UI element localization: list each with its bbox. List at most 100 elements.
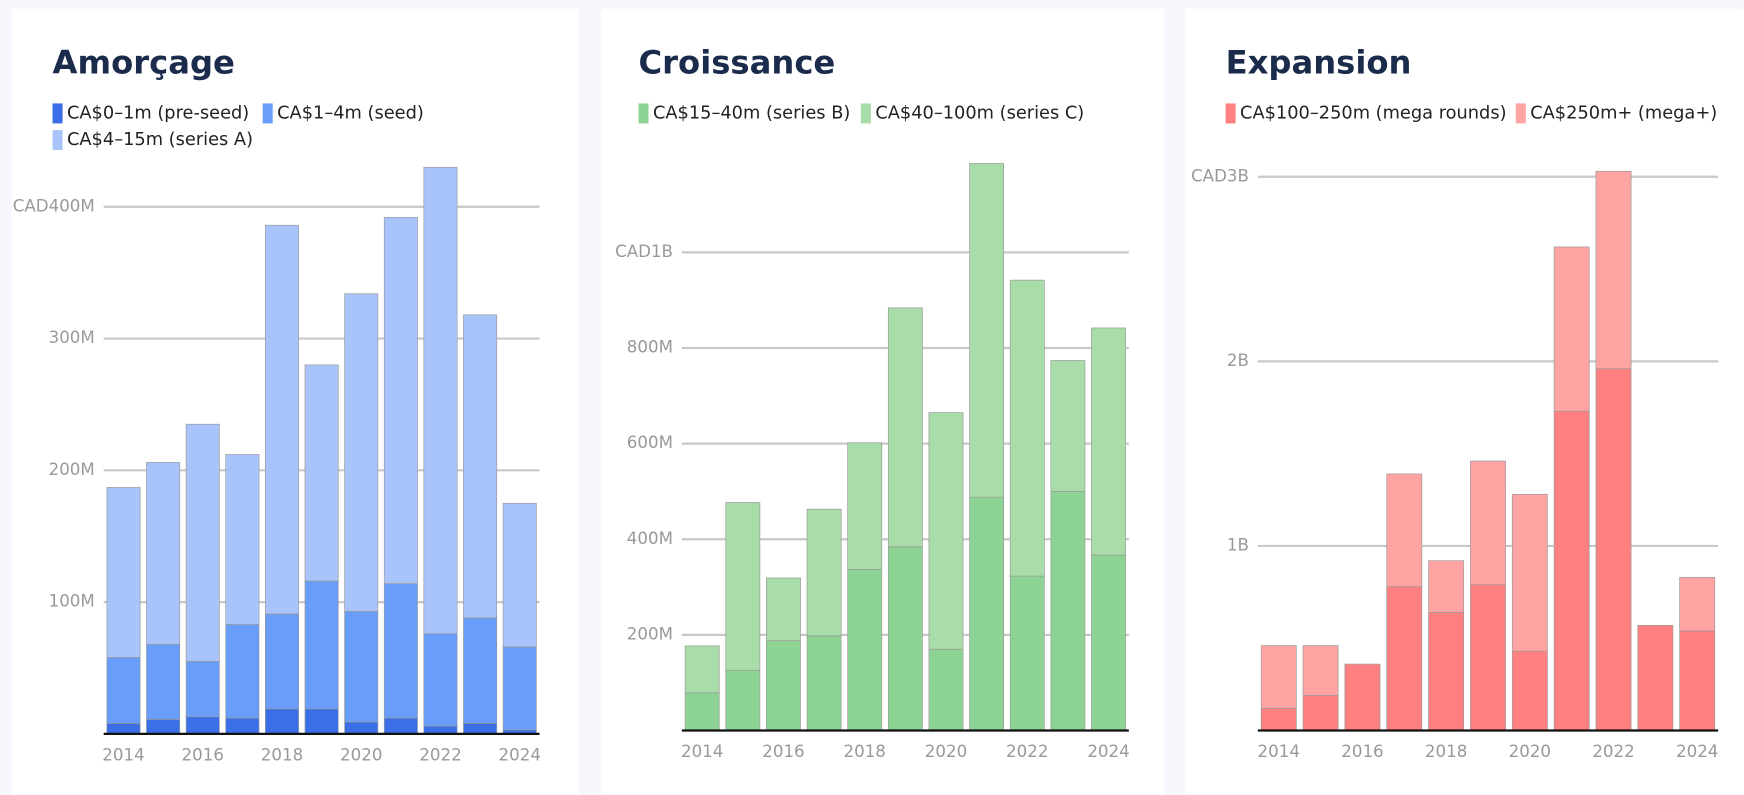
legend-label: CA$0–1m (pre-seed) [67, 102, 249, 123]
bar-segment [146, 719, 181, 735]
bar-segment [1050, 491, 1086, 731]
bar-segment [928, 412, 964, 650]
bar-segment [1260, 708, 1297, 731]
bar-segment [423, 166, 458, 635]
bar-segment [106, 722, 141, 735]
x-tick-label: 2024 [1087, 742, 1129, 761]
bar-segment [1511, 493, 1548, 652]
legend-label: CA$250m+ (mega+) [1530, 102, 1717, 123]
x-tick-label: 2024 [499, 746, 541, 765]
bar-segment [1553, 410, 1590, 731]
x-tick-label: 2014 [681, 742, 723, 761]
legend-swatch [1515, 103, 1526, 124]
bar-segment [185, 423, 220, 662]
bar-segment [969, 163, 1005, 498]
bar-segment [969, 496, 1005, 731]
x-tick-label: 2018 [1425, 742, 1467, 761]
y-tick-label: 100M [49, 592, 95, 611]
bar-segment [1386, 586, 1423, 731]
legend-label: CA$1–4m (seed) [277, 102, 424, 123]
y-tick-label: 600M [627, 433, 673, 452]
legend-swatch [860, 103, 871, 124]
bar-segment [684, 692, 720, 731]
bar-segment [725, 669, 761, 731]
bar-segment [928, 648, 964, 731]
bar-segment [1553, 246, 1590, 412]
y-tick-label: 300M [49, 328, 95, 347]
bar-segment [1637, 624, 1674, 731]
legend-swatch [638, 103, 649, 124]
bar-segment [106, 657, 141, 724]
bar-segment [225, 624, 260, 719]
bar-segment [463, 314, 498, 619]
bar-segment [106, 487, 141, 658]
bar-segment [1428, 560, 1465, 613]
x-tick-label: 2022 [1592, 742, 1634, 761]
bar-segment [847, 442, 883, 570]
bar-segment [1091, 327, 1126, 556]
bar-segment [1009, 279, 1045, 577]
y-tick-label: 200M [49, 460, 95, 479]
bar-segment [1050, 360, 1086, 492]
y-tick-label: 2B [1227, 351, 1249, 370]
bar-segment [1679, 630, 1716, 731]
bar-segment [1091, 554, 1126, 731]
x-tick-label: 2022 [419, 746, 461, 765]
bar-segment [1511, 650, 1548, 731]
bar-segment [304, 580, 339, 710]
bar-segment [383, 216, 418, 584]
x-tick-label: 2020 [1509, 742, 1551, 761]
x-tick-label: 2020 [925, 742, 967, 761]
bar-segment [1302, 695, 1339, 731]
y-tick-label: CAD400M [13, 196, 95, 215]
bar-segment [463, 617, 498, 724]
x-tick-label: 2014 [102, 746, 144, 765]
y-tick-label: CAD3B [1191, 166, 1249, 185]
bar-segment [304, 708, 339, 735]
y-tick-label: 800M [627, 338, 673, 357]
bar-segment [887, 307, 923, 548]
bar-segment [344, 721, 379, 735]
x-tick-label: 2016 [182, 746, 224, 765]
bar-segment [1386, 473, 1423, 587]
bar-segment [1260, 645, 1297, 709]
y-tick-label: 200M [627, 624, 673, 643]
bar-segment [806, 635, 842, 731]
bar-segment [887, 546, 923, 731]
x-tick-label: 2016 [1341, 742, 1383, 761]
bar-segment [1428, 612, 1465, 731]
y-tick-label: 400M [627, 529, 673, 548]
legend-label: CA$100–250m (mega rounds) [1240, 102, 1507, 123]
y-tick-label: 1B [1227, 535, 1249, 554]
bar-segment [502, 646, 537, 731]
bar-segment [1470, 584, 1506, 731]
bar-segment [265, 708, 299, 735]
x-tick-label: 2018 [844, 742, 886, 761]
bar-segment [146, 462, 181, 645]
bar-segment [225, 454, 260, 625]
bar-segment [265, 224, 299, 615]
bar-segment [1344, 663, 1381, 731]
bar-segment [344, 293, 379, 612]
bar-segment [146, 643, 181, 720]
bar-segment [1470, 460, 1506, 586]
bar-segment [1302, 645, 1339, 696]
bar-segment [1595, 170, 1632, 370]
legend-swatch [262, 103, 273, 124]
bar-segment [1009, 575, 1045, 731]
bar-segment [265, 613, 299, 710]
bar-segment [383, 583, 418, 719]
bar-segment [225, 717, 260, 735]
bar-segment [684, 645, 720, 694]
bar-segment [423, 725, 458, 735]
bar-segment [383, 717, 418, 735]
x-tick-label: 2024 [1676, 742, 1718, 761]
x-tick-label: 2014 [1258, 742, 1300, 761]
legend-swatch [52, 103, 63, 124]
bar-segment [1679, 576, 1716, 632]
legend-label: CA$40–100m (series C) [875, 102, 1084, 123]
x-tick-label: 2020 [340, 746, 382, 765]
legend-label: CA$4–15m (series A) [67, 129, 253, 150]
chart-title: Expansion [1226, 43, 1412, 81]
